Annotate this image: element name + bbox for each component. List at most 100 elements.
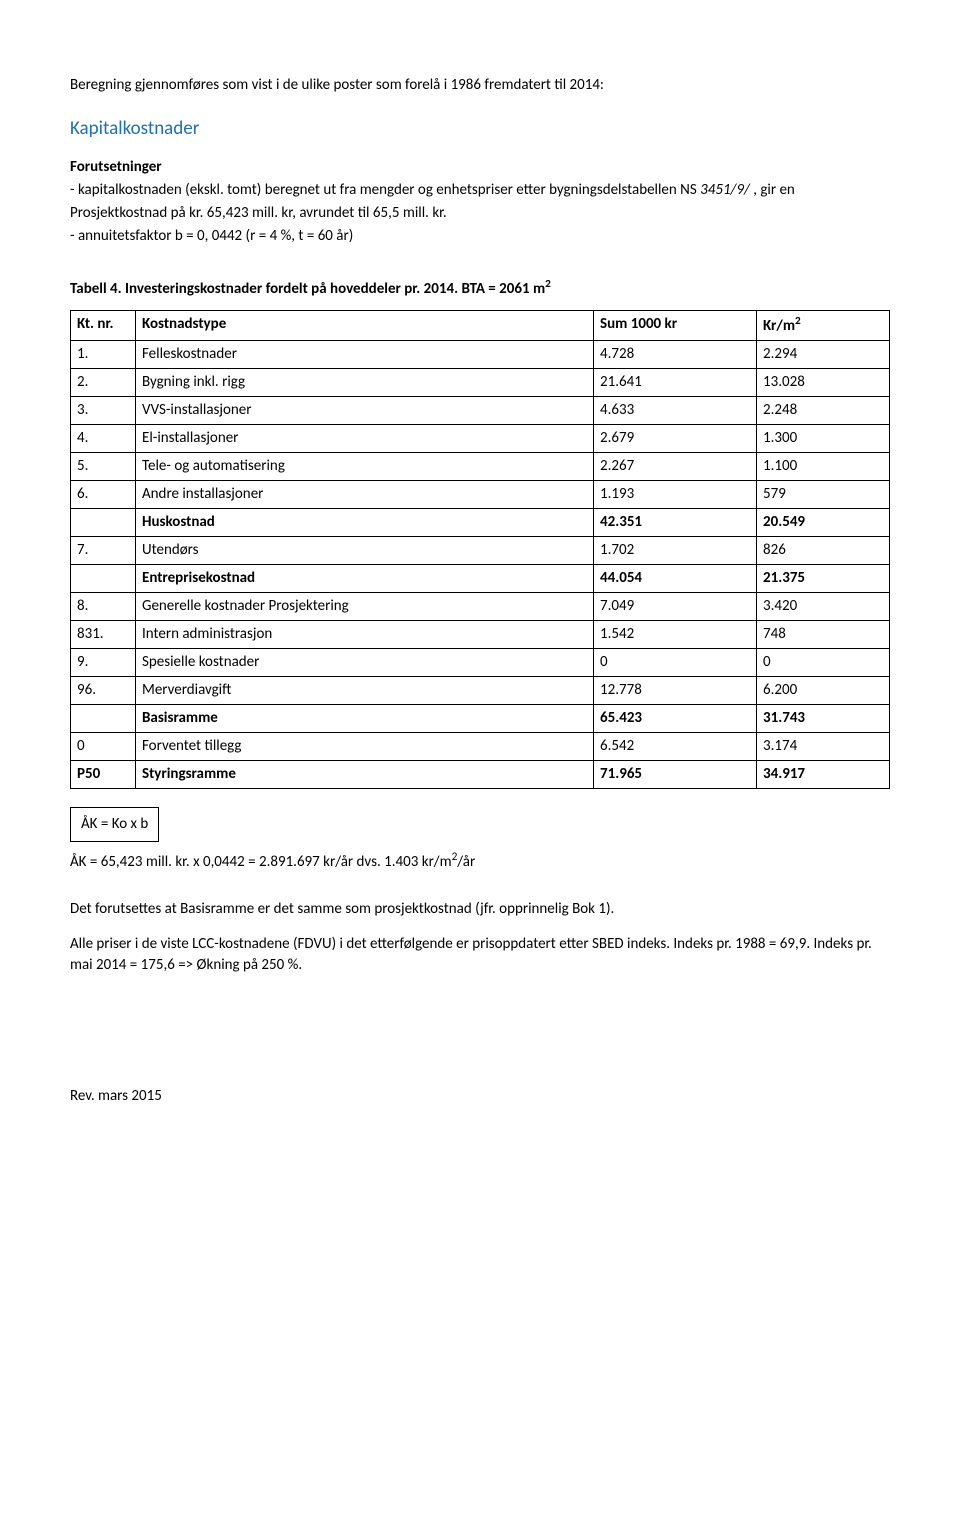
table-cell-kr: 3.420 [757, 592, 890, 620]
footer-revision: Rev. mars 2015 [70, 1086, 890, 1107]
table-cell-kr: 748 [757, 620, 890, 648]
table-cell-sum: 7.049 [594, 592, 757, 620]
table-cell-type: Merverdiavgift [136, 676, 594, 704]
table-cell-kr: 6.200 [757, 676, 890, 704]
table-cell-kr: 13.028 [757, 368, 890, 396]
table-caption: Tabell 4. Investeringskostnader fordelt … [70, 277, 890, 300]
table-cell-sum: 12.778 [594, 676, 757, 704]
table-row: 9.Spesielle kostnader00 [71, 648, 890, 676]
table-cell-kt: 96. [71, 676, 136, 704]
table-cell-type: Generelle kostnader Prosjektering [136, 592, 594, 620]
formula-result: ÅK = 65,423 mill. kr. x 0,0442 = 2.891.6… [70, 850, 890, 873]
table-cell-kt: 831. [71, 620, 136, 648]
table-cell-kt: 1. [71, 340, 136, 368]
table-row: 7.Utendørs1.702826 [71, 536, 890, 564]
table-row: 6.Andre installasjoner1.193579 [71, 480, 890, 508]
table-row: 2.Bygning inkl. rigg21.64113.028 [71, 368, 890, 396]
table-row: 3.VVS-installasjoner4.6332.248 [71, 396, 890, 424]
table-cell-sum: 4.728 [594, 340, 757, 368]
col-header-krm-sup: 2 [795, 314, 801, 328]
assumption-1a: - kapitalkostnaden (ekskl. tomt) beregne… [70, 181, 700, 199]
formula-result-b: /år [457, 853, 475, 871]
table-cell-kr: 31.743 [757, 704, 890, 732]
table-cell-type: Utendørs [136, 536, 594, 564]
assumption-1b: , gir en [750, 181, 795, 199]
table-cell-kt [71, 704, 136, 732]
table-cell-type: Styringsramme [136, 760, 594, 788]
section-heading-kapitalkostnader: Kapitalkostnader [70, 116, 890, 143]
table-cell-sum: 71.965 [594, 760, 757, 788]
table-cell-type: Tele- og automatisering [136, 452, 594, 480]
table-cell-sum: 21.641 [594, 368, 757, 396]
table-row: 1.Felleskostnader4.7282.294 [71, 340, 890, 368]
table-cell-type: Andre installasjoner [136, 480, 594, 508]
table-cell-type: Forventet tillegg [136, 732, 594, 760]
table-cell-kr: 1.300 [757, 424, 890, 452]
assumptions-title: Forutsetninger [70, 157, 890, 178]
table-cell-kr: 21.375 [757, 564, 890, 592]
table-cell-sum: 1.702 [594, 536, 757, 564]
table-cell-kt: 3. [71, 396, 136, 424]
table-cell-kr: 826 [757, 536, 890, 564]
table-row: Basisramme65.42331.743 [71, 704, 890, 732]
table-cell-type: Intern administrasjon [136, 620, 594, 648]
table-cell-sum: 6.542 [594, 732, 757, 760]
table-header-row: Kt. nr. Kostnadstype Sum 1000 kr Kr/m2 [71, 310, 890, 340]
col-header-sum: Sum 1000 kr [594, 310, 757, 340]
table-row: 96.Merverdiavgift12.7786.200 [71, 676, 890, 704]
table-cell-sum: 0 [594, 648, 757, 676]
table-cell-kr: 579 [757, 480, 890, 508]
assumption-line-3: - annuitetsfaktor b = 0, 0442 (r = 4 %, … [70, 226, 890, 247]
table-cell-type: Felleskostnader [136, 340, 594, 368]
table-cell-type: Entreprisekostnad [136, 564, 594, 592]
assumption-line-2: Prosjektkostnad på kr. 65,423 mill. kr, … [70, 203, 890, 224]
table-cell-kt: 8. [71, 592, 136, 620]
table-cell-sum: 2.267 [594, 452, 757, 480]
table-row: Entreprisekostnad44.05421.375 [71, 564, 890, 592]
paragraph-basisramme: Det forutsettes at Basisramme er det sam… [70, 899, 890, 920]
table-cell-sum: 4.633 [594, 396, 757, 424]
table-cell-sum: 44.054 [594, 564, 757, 592]
table-caption-text: Tabell 4. Investeringskostnader fordelt … [70, 280, 545, 298]
table-cell-kt: P50 [71, 760, 136, 788]
table-row: 5.Tele- og automatisering2.2671.100 [71, 452, 890, 480]
table-row: 0Forventet tillegg6.5423.174 [71, 732, 890, 760]
table-cell-sum: 42.351 [594, 508, 757, 536]
table-cell-kt: 0 [71, 732, 136, 760]
table-cell-sum: 2.679 [594, 424, 757, 452]
col-header-type: Kostnadstype [136, 310, 594, 340]
col-header-krm-text: Kr/m [763, 317, 795, 335]
table-cell-kr: 3.174 [757, 732, 890, 760]
table-cell-kr: 2.294 [757, 340, 890, 368]
formula-result-a: ÅK = 65,423 mill. kr. x 0,0442 = 2.891.6… [70, 853, 452, 871]
table-cell-type: Basisramme [136, 704, 594, 732]
table-cell-kr: 0 [757, 648, 890, 676]
table-row: P50Styringsramme71.96534.917 [71, 760, 890, 788]
table-cell-type: Spesielle kostnader [136, 648, 594, 676]
table-cell-kt [71, 564, 136, 592]
table-cell-sum: 1.542 [594, 620, 757, 648]
table-caption-sup: 2 [545, 277, 551, 291]
table-row: 831.Intern administrasjon1.542748 [71, 620, 890, 648]
formula-box: ÅK = Ko x b [70, 807, 159, 842]
table-cell-type: El-installasjoner [136, 424, 594, 452]
paragraph-indeks: Alle priser i de viste LCC-kostnadene (F… [70, 934, 890, 976]
table-cell-kt: 7. [71, 536, 136, 564]
assumptions-block: Forutsetninger - kapitalkostnaden (ekskl… [70, 157, 890, 247]
assumption-ns-ref: 3451/9/ [700, 181, 750, 199]
table-cell-type: Huskostnad [136, 508, 594, 536]
table-cell-type: Bygning inkl. rigg [136, 368, 594, 396]
col-header-krm: Kr/m2 [757, 310, 890, 340]
table-cell-kr: 20.549 [757, 508, 890, 536]
assumption-line-1: - kapitalkostnaden (ekskl. tomt) beregne… [70, 180, 890, 201]
table-cell-kr: 2.248 [757, 396, 890, 424]
table-row: 4.El-installasjoner2.6791.300 [71, 424, 890, 452]
table-cell-kt: 2. [71, 368, 136, 396]
table-cell-kt [71, 508, 136, 536]
table-cell-sum: 1.193 [594, 480, 757, 508]
table-cell-kr: 1.100 [757, 452, 890, 480]
table-row: Huskostnad42.35120.549 [71, 508, 890, 536]
cost-table: Kt. nr. Kostnadstype Sum 1000 kr Kr/m2 1… [70, 310, 890, 789]
table-row: 8.Generelle kostnader Prosjektering7.049… [71, 592, 890, 620]
table-cell-kt: 4. [71, 424, 136, 452]
